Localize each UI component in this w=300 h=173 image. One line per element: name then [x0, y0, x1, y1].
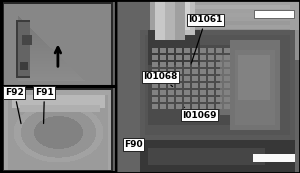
Text: F92: F92	[5, 88, 24, 124]
Text: I01069: I01069	[182, 107, 217, 120]
Text: F90: F90	[124, 140, 143, 149]
Text: I01068: I01068	[143, 72, 178, 86]
Text: I01061: I01061	[188, 15, 223, 63]
Text: F91: F91	[35, 88, 54, 124]
Bar	[254, 10, 294, 18]
Bar	[2, 86, 116, 172]
Bar	[2, 1, 116, 86]
